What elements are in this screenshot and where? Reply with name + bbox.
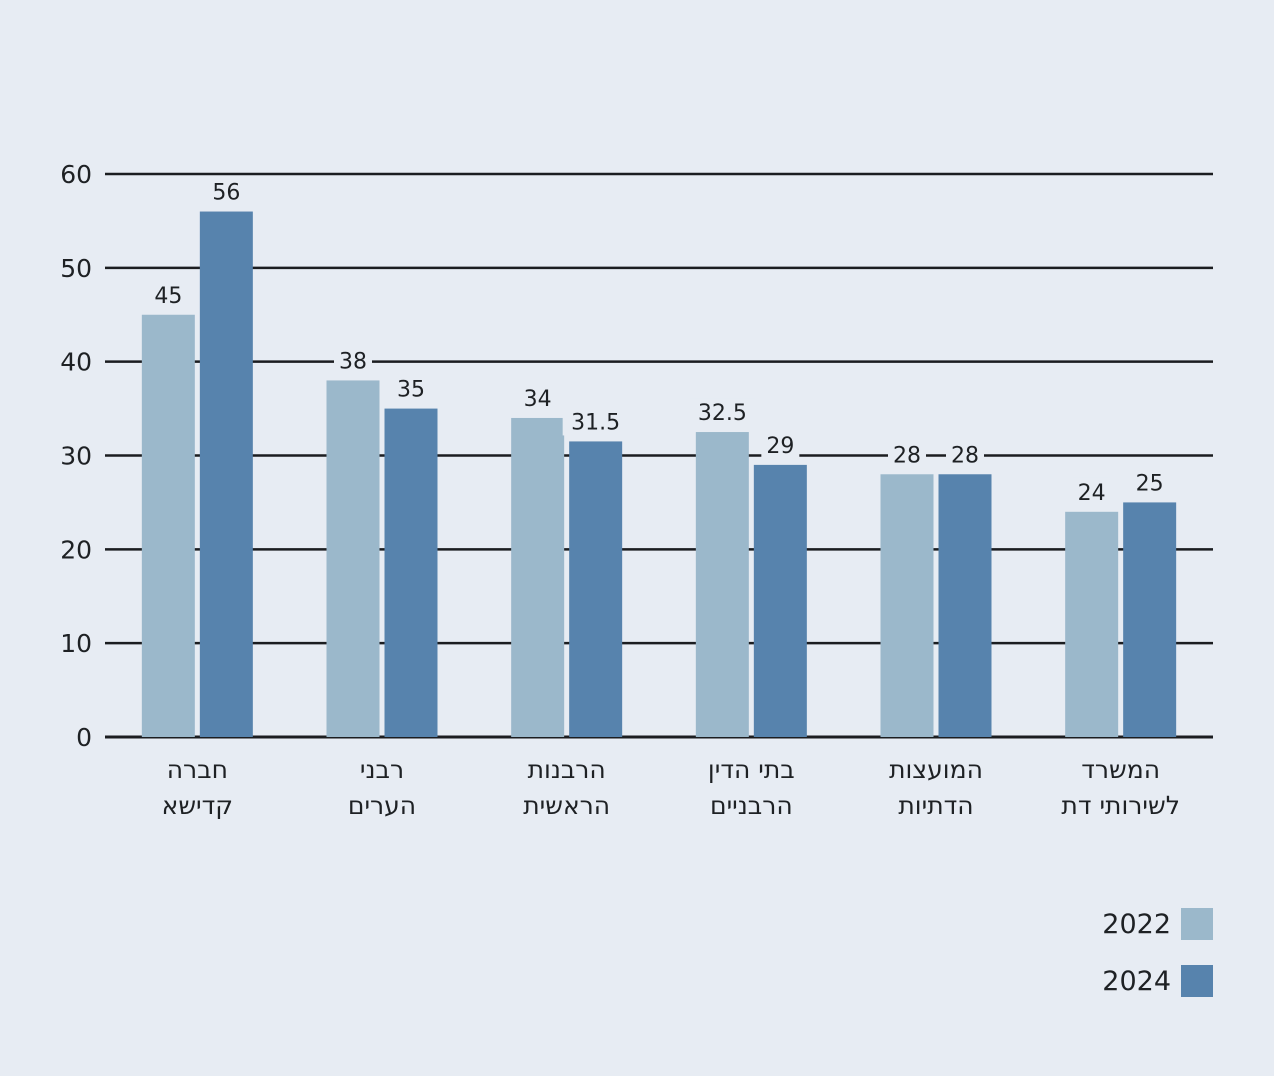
data-label-bg-2022-5 <box>888 440 926 469</box>
y-tick-60: 60 <box>60 160 92 189</box>
x-label-1-line-2: קדישא <box>162 791 233 820</box>
data-label-bg-2022-1 <box>149 280 188 309</box>
y-tick-10: 10 <box>60 629 92 658</box>
legend-swatch-2024 <box>1181 965 1213 997</box>
data-label-2024-5: 28 <box>951 443 979 468</box>
data-label-2022-2: 38 <box>339 349 367 374</box>
x-label-2-line-2: הערים <box>348 791 416 820</box>
y-tick-40: 40 <box>60 348 92 377</box>
bar-2024-4 <box>753 464 807 737</box>
bar-2024-6 <box>1123 502 1177 737</box>
bar-2022-6 <box>1065 511 1119 737</box>
data-label-bg-2024-2 <box>392 374 430 403</box>
y-tick-20: 20 <box>60 535 92 564</box>
x-label-6-line-2: לשירותי דת <box>1061 791 1179 820</box>
legend-swatch-2022 <box>1181 908 1213 940</box>
bar-2022-4 <box>695 432 749 737</box>
x-label-5-line-1: המועצות <box>889 755 983 784</box>
data-label-2024-4: 29 <box>766 434 794 459</box>
data-label-2022-3: 34 <box>524 387 552 412</box>
x-label-3-line-2: הראשית <box>523 791 610 820</box>
data-label-bg-2022-6 <box>1072 477 1111 506</box>
data-label-bg-2022-4 <box>689 398 756 427</box>
x-label-1-line-1: חברה <box>167 755 228 784</box>
data-label-bg-2024-4 <box>761 430 800 459</box>
data-label-bg-2022-3 <box>518 383 557 412</box>
bar-2022-3 <box>511 417 565 737</box>
x-label-5-line-2: הדתיות <box>898 791 973 820</box>
data-label-2022-5: 28 <box>893 443 921 468</box>
data-label-bg-2022-2 <box>334 346 372 375</box>
legend-label-2024: 2024 <box>1102 966 1171 997</box>
bar-2022-2 <box>326 380 380 737</box>
x-label-6-line-1: המשרד <box>1081 755 1160 784</box>
y-tick-50: 50 <box>60 254 92 283</box>
data-label-bg-2024-1 <box>207 177 246 206</box>
data-label-bg-2024-3 <box>562 407 629 436</box>
x-label-2-line-1: רבני <box>360 755 404 784</box>
data-label-bg-2024-5 <box>946 440 984 469</box>
x-label-4-line-2: הרבניים <box>710 791 793 820</box>
x-label-4-line-1: בתי הדין <box>708 755 795 784</box>
bar-2024-3 <box>569 441 623 737</box>
x-label-3-line-1: הרבנות <box>528 755 606 784</box>
y-tick-30: 30 <box>60 442 92 471</box>
data-label-2024-1: 56 <box>212 181 240 206</box>
data-label-2022-4: 32.5 <box>698 401 747 426</box>
bar-2024-2 <box>384 408 438 737</box>
data-label-2022-1: 45 <box>154 284 182 309</box>
data-label-2022-6: 24 <box>1078 481 1106 506</box>
data-label-2024-3: 31.5 <box>571 410 620 435</box>
bar-2022-5 <box>880 474 934 737</box>
legend-label-2022: 2022 <box>1102 909 1171 940</box>
bar-2022-1 <box>141 314 195 737</box>
data-label-2024-2: 35 <box>397 378 425 403</box>
y-tick-0: 0 <box>76 723 92 752</box>
data-label-2024-6: 25 <box>1136 471 1164 496</box>
bar-2024-1 <box>199 211 253 738</box>
bar-2024-5 <box>938 474 992 737</box>
data-label-bg-2024-6 <box>1130 468 1169 497</box>
